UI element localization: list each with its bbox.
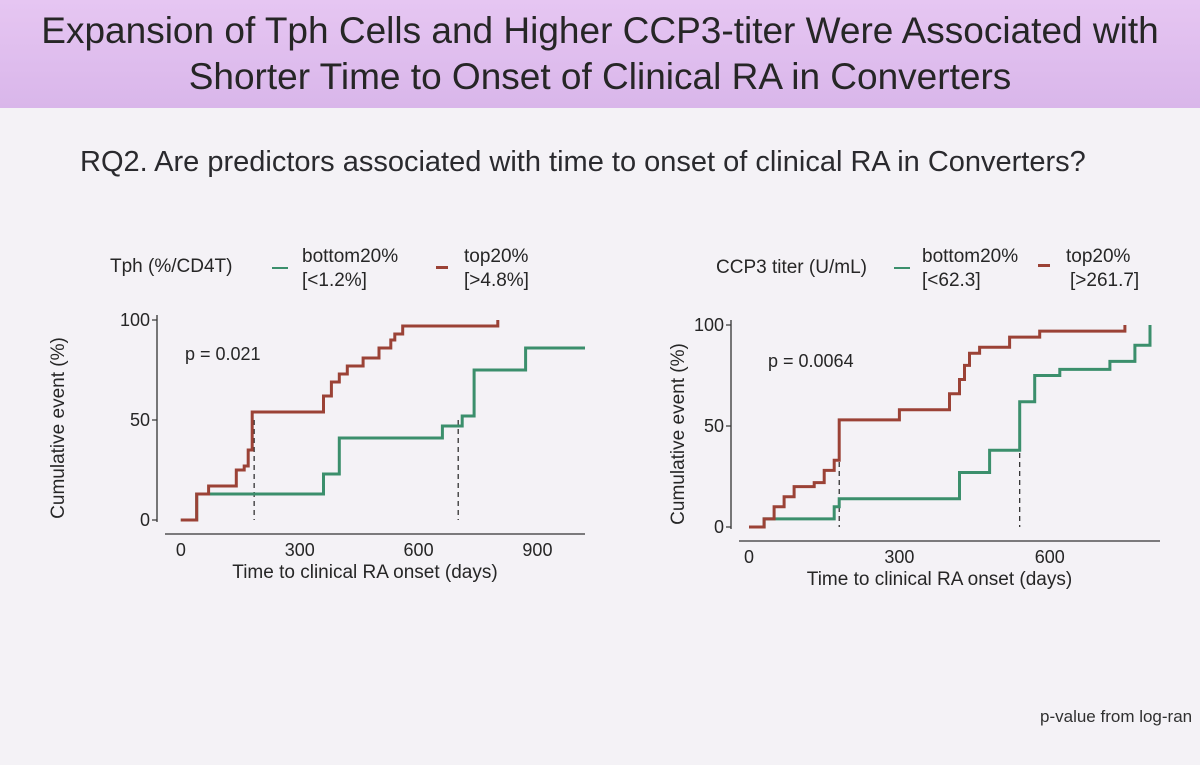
chart1-legend-top-range: [>4.8%] [464, 270, 529, 291]
chart2-legend-swatch-bottom [894, 267, 910, 269]
chart1-p-value: p = 0.021 [185, 344, 261, 364]
research-question: RQ2. Are predictors associated with time… [80, 146, 1086, 178]
chart2-y-axis-label: Cumulative event (%) [668, 343, 689, 525]
slide-title: Expansion of Tph Cells and Higher CCP3-t… [0, 8, 1200, 100]
footnote: p-value from log-ran [1040, 707, 1193, 726]
chart2-legend-bottom-range: [<62.3] [922, 270, 981, 291]
chart2-x-tick-label: 300 [884, 547, 914, 567]
chart1-x-tick-label: 300 [285, 540, 315, 560]
chart2-legend-swatch-top [1038, 264, 1050, 267]
chart2-y-tick-label: 100 [694, 315, 724, 335]
chart2-legend-bottom-label: bottom20% [922, 246, 1019, 267]
chart1-series-top20 [180, 320, 500, 522]
chart1-legend-top-label: top20% [464, 246, 529, 267]
chart2-legend-top-label: top20% [1066, 246, 1131, 267]
chart2-y-tick-label: 50 [704, 416, 724, 436]
chart1-y-tick-label: 100 [120, 310, 150, 330]
chart1-series-bottom20 [180, 346, 585, 522]
chart1-legend: Tph (%/CD4T) bottom20% [<1.2%] top20% [>… [110, 246, 570, 296]
chart2-series-bottom20 [749, 325, 1152, 529]
chart2-x-axis-label: Time to clinical RA onset (days) [807, 569, 1072, 590]
slide-title-line2: Shorter Time to Onset of Clinical RA in … [188, 56, 1012, 97]
chart1-y-tick-label: 0 [140, 510, 150, 530]
chart1-x-tick-label: 0 [176, 540, 186, 560]
chart1-x-axis-label: Time to clinical RA onset (days) [232, 562, 497, 583]
chart2-series-top20 [749, 325, 1127, 529]
chart1-legend-title: Tph (%/CD4T) [110, 256, 233, 277]
chart1-legend-bottom-range: [<1.2%] [302, 270, 367, 291]
chart2-x-tick-label: 0 [744, 547, 754, 567]
chart1-y-axis-label: Cumulative event (%) [48, 337, 69, 519]
chart1-x-tick-label: 600 [404, 540, 434, 560]
chart2-legend-title: CCP3 titer (U/mL) [716, 257, 867, 278]
chart2-p-value: p = 0.0064 [768, 351, 854, 371]
slide-header [0, 0, 1200, 108]
chart1-legend-swatch-bottom [272, 267, 288, 269]
chart2-y-tick-label: 0 [714, 517, 724, 537]
slide-title-line1: Expansion of Tph Cells and Higher CCP3-t… [41, 10, 1159, 51]
chart2-x-tick-label: 600 [1035, 547, 1065, 567]
chart2-legend-top-range: [>261.7] [1070, 270, 1140, 291]
chart-tph: 0 50 100 0 300 600 900 Time to clinical RA onse… [48, 310, 585, 583]
chart2-legend: CCP3 titer (U/mL) bottom20% [<62.3] top2… [716, 246, 1166, 296]
chart1-legend-bottom-label: bottom20% [302, 246, 399, 267]
chart1-x-tick-label: 900 [522, 540, 552, 560]
chart1-legend-swatch-top [436, 266, 448, 269]
chart1-y-tick-label: 50 [130, 410, 150, 430]
